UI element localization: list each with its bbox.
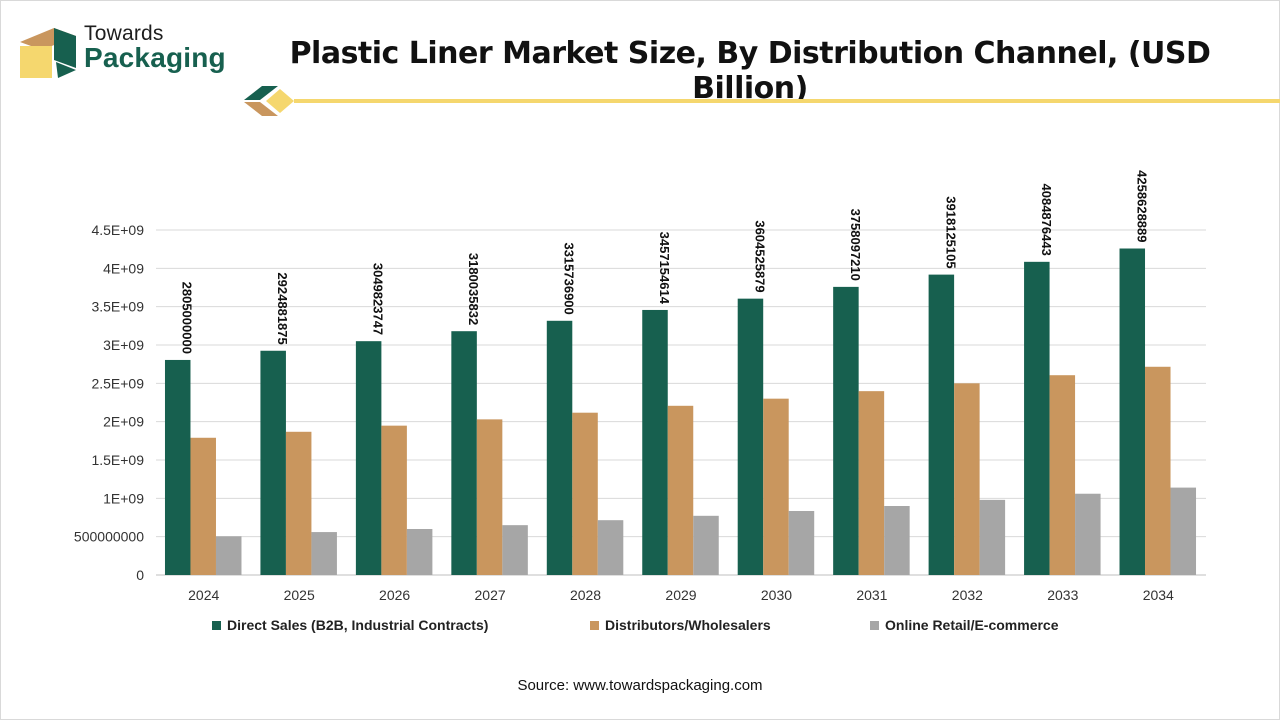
bar-direct-sales-2031 [833, 286, 859, 575]
bar-direct-sales-2026 [355, 341, 382, 575]
data-label-direct-sales-2027: 3180035832 [466, 253, 481, 325]
y-tick-label: 2.5E+09 [91, 375, 144, 391]
brand-name-line1: Towards [84, 22, 164, 45]
bar-online-retail-2026 [406, 529, 433, 575]
y-tick-label: 4E+09 [103, 260, 144, 276]
legend-swatch-direct-sales [212, 620, 221, 630]
bar-distributors-2034 [1145, 366, 1171, 575]
y-tick-label: 1E+09 [103, 490, 144, 506]
bar-online-retail-2025 [311, 532, 337, 575]
bar-online-retail-2024 [215, 536, 242, 575]
bar-distributors-2028 [572, 412, 598, 575]
bar-distributors-2026 [381, 425, 407, 575]
data-label-direct-sales-2028: 3315736900 [562, 242, 577, 314]
bar-distributors-2025 [285, 431, 312, 575]
bar-online-retail-2029 [693, 515, 719, 575]
data-label-direct-sales-2030: 3604525879 [752, 220, 767, 292]
bar-direct-sales-2034 [1119, 248, 1146, 575]
x-tick-label: 2032 [952, 587, 983, 603]
bar-direct-sales-2025 [260, 350, 286, 575]
data-label-direct-sales-2033: 4084876443 [1039, 184, 1054, 256]
bar-direct-sales-2029 [642, 309, 668, 575]
bar-online-retail-2030 [788, 510, 815, 575]
x-tick-label: 2025 [284, 587, 315, 603]
y-tick-label: 500000000 [74, 529, 144, 545]
bar-direct-sales-2027 [451, 331, 477, 575]
bar-online-retail-2027 [502, 525, 528, 575]
x-tick-label: 2027 [475, 587, 506, 603]
y-tick-label: 0 [136, 567, 144, 583]
data-label-direct-sales-2025: 2924881875 [275, 272, 290, 344]
legend-label-online-retail: Online Retail/E-commerce [885, 617, 1059, 633]
bar-online-retail-2032 [979, 499, 1006, 575]
bar-distributors-2031 [858, 391, 885, 575]
bar-direct-sales-2024 [164, 359, 191, 575]
x-tick-label: 2034 [1143, 587, 1174, 603]
bar-direct-sales-2030 [737, 298, 764, 575]
legend-item-distributors: Distributors/Wholesalers [590, 617, 771, 633]
y-tick-label: 3E+09 [103, 337, 144, 353]
x-tick-label: 2031 [856, 587, 887, 603]
bar-distributors-2032 [954, 383, 980, 575]
legend-item-online-retail: Online Retail/E-commerce [870, 617, 1059, 633]
y-tick-label: 2E+09 [103, 414, 144, 430]
data-label-direct-sales-2034: 4258628889 [1134, 170, 1149, 242]
y-tick-label: 3.5E+09 [91, 299, 144, 315]
bar-online-retail-2031 [884, 506, 910, 575]
source-note: Source: www.towardspackaging.com [517, 677, 763, 694]
legend-label-direct-sales: Direct Sales (B2B, Industrial Contracts) [227, 617, 489, 633]
bar-distributors-2033 [1049, 375, 1076, 575]
bar-online-retail-2033 [1075, 493, 1101, 575]
brand-name-line2: Packaging [84, 42, 226, 73]
y-tick-label: 1.5E+09 [91, 452, 144, 468]
data-label-direct-sales-2032: 3918125105 [943, 196, 958, 268]
bar-direct-sales-2032 [928, 274, 955, 575]
legend-item-direct-sales: Direct Sales (B2B, Industrial Contracts) [212, 617, 488, 633]
data-label-direct-sales-2029: 3457154614 [657, 232, 672, 305]
bar-direct-sales-2033 [1024, 261, 1050, 575]
y-tick-label: 4.5E+09 [91, 222, 144, 238]
data-label-direct-sales-2031: 3758097210 [848, 209, 863, 281]
x-tick-label: 2030 [761, 587, 792, 603]
towards-packaging-logo [20, 28, 76, 78]
chart-title: Plastic Liner Market Size, By Distributi… [289, 36, 1211, 106]
data-label-direct-sales-2026: 3049823747 [371, 263, 386, 335]
data-label-direct-sales-2024: 2805000000 [180, 282, 195, 354]
title-underline-decoration [244, 86, 1280, 116]
x-tick-label: 2026 [379, 587, 410, 603]
bar-online-retail-2028 [597, 520, 624, 575]
x-tick-label: 2024 [188, 587, 219, 603]
chart-legend: Direct Sales (B2B, Industrial Contracts)… [0, 617, 1280, 637]
bar-distributors-2027 [476, 419, 503, 575]
bar-direct-sales-2028 [546, 320, 573, 575]
x-tick-label: 2028 [570, 587, 601, 603]
legend-swatch-online-retail [870, 620, 879, 630]
x-tick-label: 2033 [1047, 587, 1078, 603]
legend-label-distributors: Distributors/Wholesalers [605, 617, 771, 633]
bar-online-retail-2034 [1170, 487, 1197, 575]
bar-distributors-2024 [190, 437, 216, 575]
x-tick-label: 2029 [665, 587, 696, 603]
bar-distributors-2030 [763, 398, 789, 575]
bar-distributors-2029 [667, 405, 694, 575]
legend-swatch-distributors [590, 620, 599, 630]
